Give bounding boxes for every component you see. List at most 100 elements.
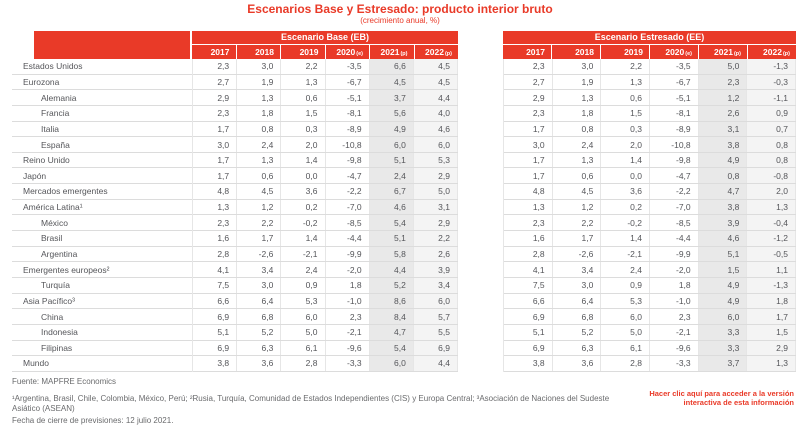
data-cell: 2,3 [504, 215, 553, 231]
table-row: 7,5 3,0 0,9 1,8 4,9 -1,3 [504, 277, 796, 294]
row-label: Japón [12, 168, 192, 185]
data-cell: -1,1 [747, 90, 796, 105]
data-cell: 4,5 [237, 184, 282, 199]
data-cell: 2,3 [193, 105, 238, 121]
data-cell: 0,8 [747, 152, 796, 168]
year-header-2020: 2020 (e) [325, 45, 369, 59]
year-label: 2020 [336, 47, 356, 57]
data-cell: 2,7 [504, 74, 553, 90]
footnotes-text: ¹Argentina, Brasil, Chile, Colombia, Méx… [12, 394, 610, 413]
data-cell: 4,7 [698, 184, 748, 199]
year-label: 2018 [575, 47, 594, 57]
data-cell: -8,1 [326, 105, 370, 121]
data-cell: 6,0 [413, 293, 458, 309]
data-cell: 0,6 [553, 168, 602, 184]
row-label: Filipinas [12, 341, 192, 357]
data-cell: 2,7 [193, 74, 238, 90]
table-row: 2,8 -2,6 -2,1 -9,9 5,1 -0,5 [504, 246, 796, 263]
data-cell: -2,1 [281, 246, 326, 262]
base-scenario-table: Escenario Base (EB) 2017 2018 2019 2020 (e) 2… [192, 31, 458, 372]
data-cell: 3,3 [698, 324, 748, 340]
table-row: 3,8 3,6 2,8 -3,3 6,0 4,4 [193, 356, 458, 372]
gdp-scenarios-table: Estados Unidos Eurozona Alemania Francia Ita… [12, 31, 800, 372]
year-label: 2018 [255, 47, 274, 57]
data-cell: 4,8 [193, 184, 238, 199]
table-row: 5,1 5,2 5,0 -2,1 3,3 1,5 [504, 324, 796, 341]
data-cell: 4,6 [413, 121, 458, 137]
data-cell: 0,2 [601, 199, 650, 215]
table-row: 1,7 1,3 1,4 -9,8 5,1 5,3 [193, 152, 458, 169]
data-cell: -2,2 [650, 184, 699, 199]
data-cell: 4,9 [698, 293, 748, 309]
row-label: Brasil [12, 231, 192, 247]
data-cell: 5,8 [369, 246, 414, 262]
data-cell: -9,9 [650, 246, 699, 262]
row-label: Emergentes europeos² [12, 262, 192, 278]
data-cell: 6,9 [504, 340, 553, 356]
data-cell: 3,0 [504, 137, 553, 152]
data-cell: 4,4 [413, 90, 458, 105]
page-subtitle: (crecimiento anual, %) [360, 16, 440, 25]
data-cell: 5,5 [413, 324, 458, 340]
data-cell: 1,7 [504, 168, 553, 184]
data-cell: 2,9 [504, 90, 553, 105]
data-cell: 3,4 [553, 262, 602, 277]
data-cell: 1,7 [193, 121, 238, 137]
table-row: 6,9 6,8 6,0 2,3 6,0 1,7 [504, 309, 796, 325]
data-cell: -1,0 [326, 293, 370, 309]
table-row: 2,3 3,0 2,2 -3,5 5,0 -1,3 [504, 59, 796, 75]
year-label: 2021 [380, 47, 400, 57]
data-cell: 0,8 [237, 121, 282, 137]
data-cell: 5,0 [413, 184, 458, 199]
data-cell: -7,0 [326, 199, 370, 215]
table-row: 1,7 0,6 0,0 -4,7 0,8 -0,8 [504, 168, 796, 185]
data-cell: 3,6 [601, 184, 650, 199]
data-cell: -9,8 [326, 152, 370, 168]
year-label: 2019 [299, 47, 319, 57]
data-cell: 4,5 [413, 59, 458, 74]
year-label: 2020 [665, 47, 685, 57]
interactive-version-link[interactable]: Hacer clic aquí para acceder a la versió… [649, 389, 794, 407]
data-cell: 1,3 [237, 90, 282, 105]
data-cell: 2,2 [413, 231, 458, 246]
data-cell: 2,3 [326, 309, 370, 324]
data-cell: 2,3 [504, 105, 553, 121]
data-cell: 3,0 [237, 277, 282, 293]
data-cell: 2,9 [413, 215, 458, 231]
data-cell: 6,8 [237, 309, 282, 324]
data-cell: 5,0 [601, 324, 650, 340]
data-cell: 3,8 [698, 199, 748, 215]
year-header-2018: 2018 [552, 45, 600, 59]
data-cell: 5,1 [504, 324, 553, 340]
data-cell: 4,1 [193, 262, 238, 277]
data-cell: 0,0 [601, 168, 650, 184]
data-cell: 2,3 [504, 59, 553, 74]
table-row: 2,3 2,2 -0,2 -8,5 3,9 -0,4 [504, 215, 796, 232]
data-cell: 0,8 [747, 137, 796, 152]
data-cell: -4,4 [326, 231, 370, 246]
year-suffix: (p) [733, 50, 741, 57]
data-cell: 3,8 [193, 356, 238, 371]
year-header-2017: 2017 [503, 45, 551, 59]
data-cell: 5,1 [369, 152, 414, 168]
data-cell: -2,1 [326, 324, 370, 340]
data-cell: 1,3 [281, 74, 326, 90]
data-cell: 7,5 [504, 277, 553, 293]
data-cell: 6,3 [237, 340, 282, 356]
data-cell: -2,2 [326, 184, 370, 199]
year-header-2021: 2021 (p) [370, 45, 414, 59]
data-cell: 3,3 [698, 340, 748, 356]
data-cell: 1,6 [193, 231, 238, 246]
data-cell: 2,0 [747, 184, 796, 199]
data-cell: 1,7 [237, 231, 282, 246]
data-cell: -3,5 [326, 59, 370, 74]
data-cell: 0,8 [698, 168, 748, 184]
data-cell: 1,7 [553, 231, 602, 246]
data-cell: 0,9 [601, 277, 650, 293]
data-cell: 1,3 [601, 74, 650, 90]
data-cell: -2,1 [601, 246, 650, 262]
data-cell: 3,0 [553, 277, 602, 293]
data-cell: 4,6 [369, 199, 414, 215]
data-cell: 3,6 [281, 184, 326, 199]
data-cell: 3,0 [237, 59, 282, 74]
